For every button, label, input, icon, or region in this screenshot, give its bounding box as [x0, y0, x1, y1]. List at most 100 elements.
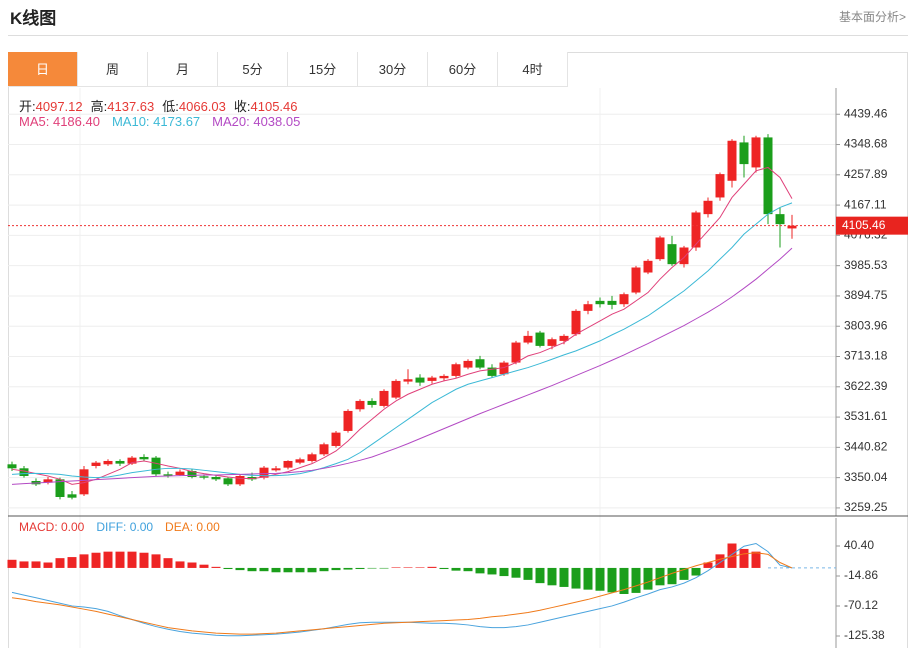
y-tick-label: 3894.75 — [844, 288, 888, 302]
macd-bar — [655, 567, 665, 586]
macd-bar — [295, 567, 305, 573]
macd-bar — [331, 567, 341, 571]
candle-body — [355, 400, 365, 410]
macd-bar — [679, 567, 689, 580]
y-tick-label: 4257.89 — [844, 167, 888, 181]
macd-bar — [307, 567, 317, 573]
candle-body — [547, 339, 557, 346]
candle-body — [775, 214, 785, 225]
candle-body — [367, 400, 377, 405]
macd-bar — [427, 566, 437, 568]
info-label: 收: — [233, 99, 251, 114]
macd-bar — [595, 567, 605, 591]
legend-value: 4173.67 — [153, 114, 201, 129]
y-tick-label: 3713.18 — [844, 349, 888, 363]
macd-bar — [415, 567, 425, 568]
macd-bar — [103, 551, 113, 568]
period-tab[interactable]: 4时 — [498, 52, 568, 87]
macd-bar — [151, 554, 161, 568]
info-label: 低: — [162, 99, 179, 114]
macd-bar — [703, 562, 713, 568]
candle-body — [727, 140, 737, 181]
macd-bar — [607, 567, 617, 593]
macd-bar — [271, 567, 281, 573]
macd-bar — [523, 567, 533, 580]
macd-bar — [571, 567, 581, 589]
period-tab[interactable]: 月 — [148, 52, 218, 87]
candle-body — [379, 390, 389, 406]
macd-bar — [343, 567, 353, 570]
macd-bar — [559, 567, 569, 587]
candle-body — [319, 444, 329, 455]
macd-bar — [727, 543, 737, 568]
macd-bar — [739, 548, 749, 568]
macd-bar — [223, 567, 233, 570]
candle-body — [67, 494, 77, 498]
candle-body — [163, 474, 173, 476]
candle-body — [295, 459, 305, 463]
candle-body — [715, 174, 725, 198]
y-tick-label: 3350.04 — [844, 470, 888, 484]
ma-legend: MA5: 4186.40 MA10: 4173.67 MA20: 4038.05 — [19, 114, 312, 129]
candle-body — [415, 377, 425, 383]
candle-body — [679, 247, 689, 265]
macd-bar — [367, 567, 377, 569]
legend-value: 0.00 — [61, 520, 85, 534]
macd-bar — [403, 567, 413, 568]
macd-bar — [619, 567, 629, 594]
macd-bar — [475, 567, 485, 574]
period-tab[interactable]: 15分 — [288, 52, 358, 87]
candle-body — [571, 310, 581, 335]
ma-line — [11, 166, 793, 485]
legend-name: DEA: — [165, 520, 197, 534]
macd-bar — [631, 567, 641, 593]
candle-body — [703, 200, 713, 215]
candle-body — [91, 462, 101, 466]
macd-bar — [187, 562, 197, 568]
period-tab[interactable]: 5分 — [218, 52, 288, 87]
legend-name: MACD: — [19, 520, 61, 534]
candle-body — [307, 454, 317, 461]
candle-body — [787, 225, 797, 229]
candle-body — [655, 237, 665, 260]
period-tab[interactable]: 60分 — [428, 52, 498, 87]
candle-body — [187, 470, 197, 477]
candle-body — [283, 460, 293, 468]
candle-body — [451, 364, 461, 376]
y-tick-label: 4348.68 — [844, 137, 888, 151]
ma-line — [11, 247, 793, 485]
macd-bar — [235, 567, 245, 571]
period-tabs: 日周月 5分 15分 30分 60分 4时 — [8, 52, 568, 87]
y-tick-label: 40.40 — [844, 538, 874, 552]
candle-body — [403, 379, 413, 382]
period-tab[interactable]: 日 — [8, 52, 78, 87]
candle-body — [667, 244, 677, 265]
candle-body — [511, 342, 521, 363]
candle-body — [331, 432, 341, 446]
candle-body — [19, 468, 29, 476]
macd-bar — [115, 551, 125, 568]
fundamental-link[interactable]: 基本面分析> — [838, 10, 906, 24]
y-tick-label: 3803.96 — [844, 318, 888, 332]
candle-body — [127, 457, 137, 464]
candle-body — [739, 142, 749, 165]
candle-body — [175, 471, 185, 475]
macd-bar — [535, 567, 545, 584]
macd-bar — [79, 554, 89, 568]
period-tab[interactable]: 周 — [78, 52, 148, 87]
legend-name: DIFF: — [96, 520, 130, 534]
candle-body — [7, 464, 17, 469]
candle-body — [619, 294, 629, 305]
candle-body — [199, 476, 209, 478]
info-label: 高: — [90, 99, 108, 114]
y-tick-label: 3259.25 — [844, 500, 888, 514]
candle-body — [223, 478, 233, 485]
y-tick-label: -14.86 — [844, 568, 878, 582]
macd-bar — [67, 557, 77, 568]
info-value: 4137.63 — [107, 99, 155, 114]
legend-name: MA20: — [212, 114, 254, 129]
period-tab[interactable]: 30分 — [358, 52, 428, 87]
macd-bar — [487, 567, 497, 575]
